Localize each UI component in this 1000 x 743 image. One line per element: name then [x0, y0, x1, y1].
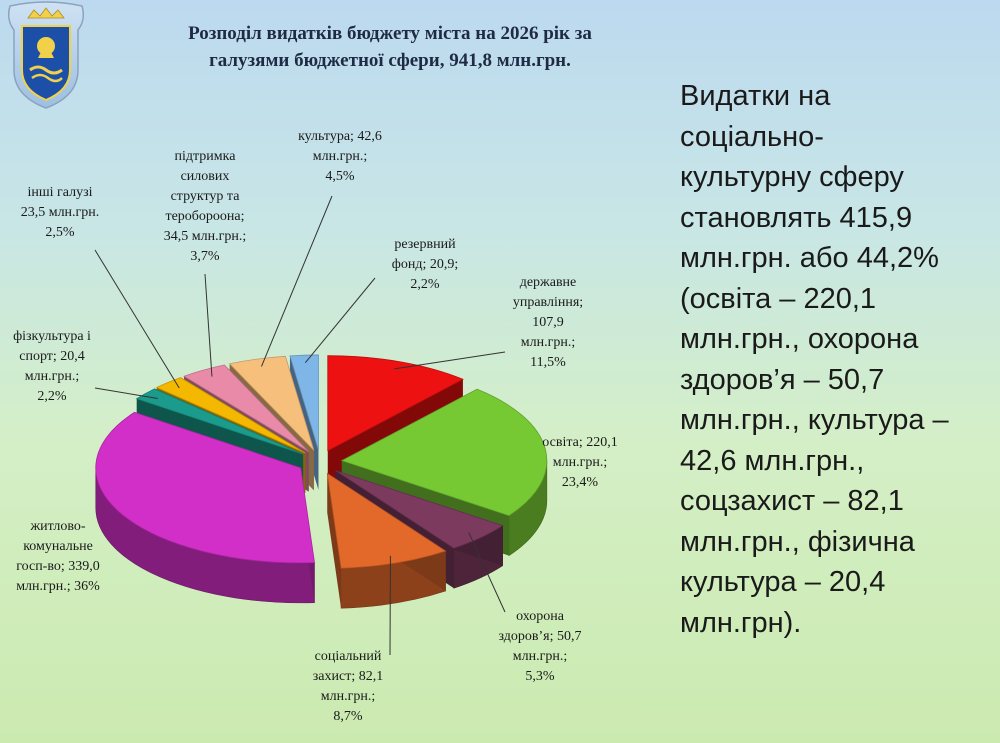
chart-title-line-2: галузями бюджетної сфери, 941,8 млн.грн. — [209, 50, 571, 71]
summary-line: млн.грн). — [680, 606, 802, 639]
slice-label-1: державне управління; 107,9 млн.грн.; 11,5% — [513, 275, 583, 370]
summary-line: Видатки на — [680, 80, 831, 112]
summary-line: культура – 20,4 — [680, 566, 886, 598]
slice-label-6: фізкультура і спорт; 20,4 млн.грн.; 2,2% — [13, 329, 91, 404]
pie-slice-9 — [228, 355, 315, 451]
summary-line: млн.грн., фізична — [680, 525, 915, 558]
slice-label-10: резервний фонд; 20,9; 2,2% — [392, 237, 458, 292]
pie-slice-4 — [326, 472, 447, 569]
summary-line: млн.грн. або 44,2% — [680, 242, 939, 274]
slice-label-2: освіта; 220,1 млн.грн.; 23,4% — [542, 435, 617, 490]
leader-line — [94, 249, 180, 389]
summary-line: становлять 415,9 — [680, 201, 913, 234]
leader-line — [94, 387, 158, 399]
city-coat-of-arms — [7, 1, 85, 109]
summary-line: млн.грн., культура – — [680, 404, 949, 436]
slice-label-3: охорона здоров’я; 50,7 млн.грн.; 5,3% — [498, 609, 581, 684]
pie-labels: державне управління; 107,9 млн.грн.; 11,5% ос… — [13, 129, 618, 724]
leader-line — [304, 277, 376, 364]
pie-slice-2 — [340, 388, 548, 517]
summary-line: млн.грн., охорона — [680, 323, 919, 355]
slice-label-9: культура; 42,6 млн.грн.; 4,5% — [298, 129, 382, 184]
chart-title-line-1: Розподіл видатків бюджету міста на 2026 … — [188, 23, 592, 44]
pie-slice-7 — [155, 377, 306, 454]
summary-line: 42,6 млн.грн., — [680, 444, 865, 477]
summary-line: соціально- — [680, 120, 824, 153]
chart-title: Розподіл видатків бюджету міста на 2026 … — [110, 20, 670, 74]
summary-line: соцзахист – 82,1 — [680, 485, 904, 517]
slice-label-5: житлово-комунальне госп-во; 339,0 млн.грн.… — [16, 519, 100, 594]
pie-slice-6 — [135, 388, 304, 455]
pie-slice-5 — [95, 411, 315, 564]
pie-slice-1 — [327, 355, 464, 452]
slice-label-7: інші галузі 23,5 млн.грн. 2,5% — [21, 185, 100, 240]
summary-line: здоров’я – 50,7 — [680, 363, 885, 396]
pie-slice-3 — [335, 470, 504, 549]
leader-line — [204, 273, 213, 377]
slice-label-4: соціальний захист; 82,1 млн.грн.; 8,7% — [313, 649, 383, 724]
pie-slice-8 — [183, 364, 309, 452]
slice-label-8: підтримка силових структур та теробороона; 3… — [164, 149, 246, 264]
leader-line — [468, 532, 506, 613]
summary-line: (освіта – 220,1 — [680, 282, 877, 315]
summary-text: Видатки на соціально- культурну сферу ст… — [680, 76, 990, 643]
summary-line: культурну сферу — [680, 161, 904, 193]
pie-tops — [95, 354, 548, 569]
pie-slice-wall — [327, 473, 342, 609]
leader-line — [261, 195, 333, 367]
pie-slice-10 — [289, 354, 319, 451]
leader-line — [394, 351, 506, 370]
